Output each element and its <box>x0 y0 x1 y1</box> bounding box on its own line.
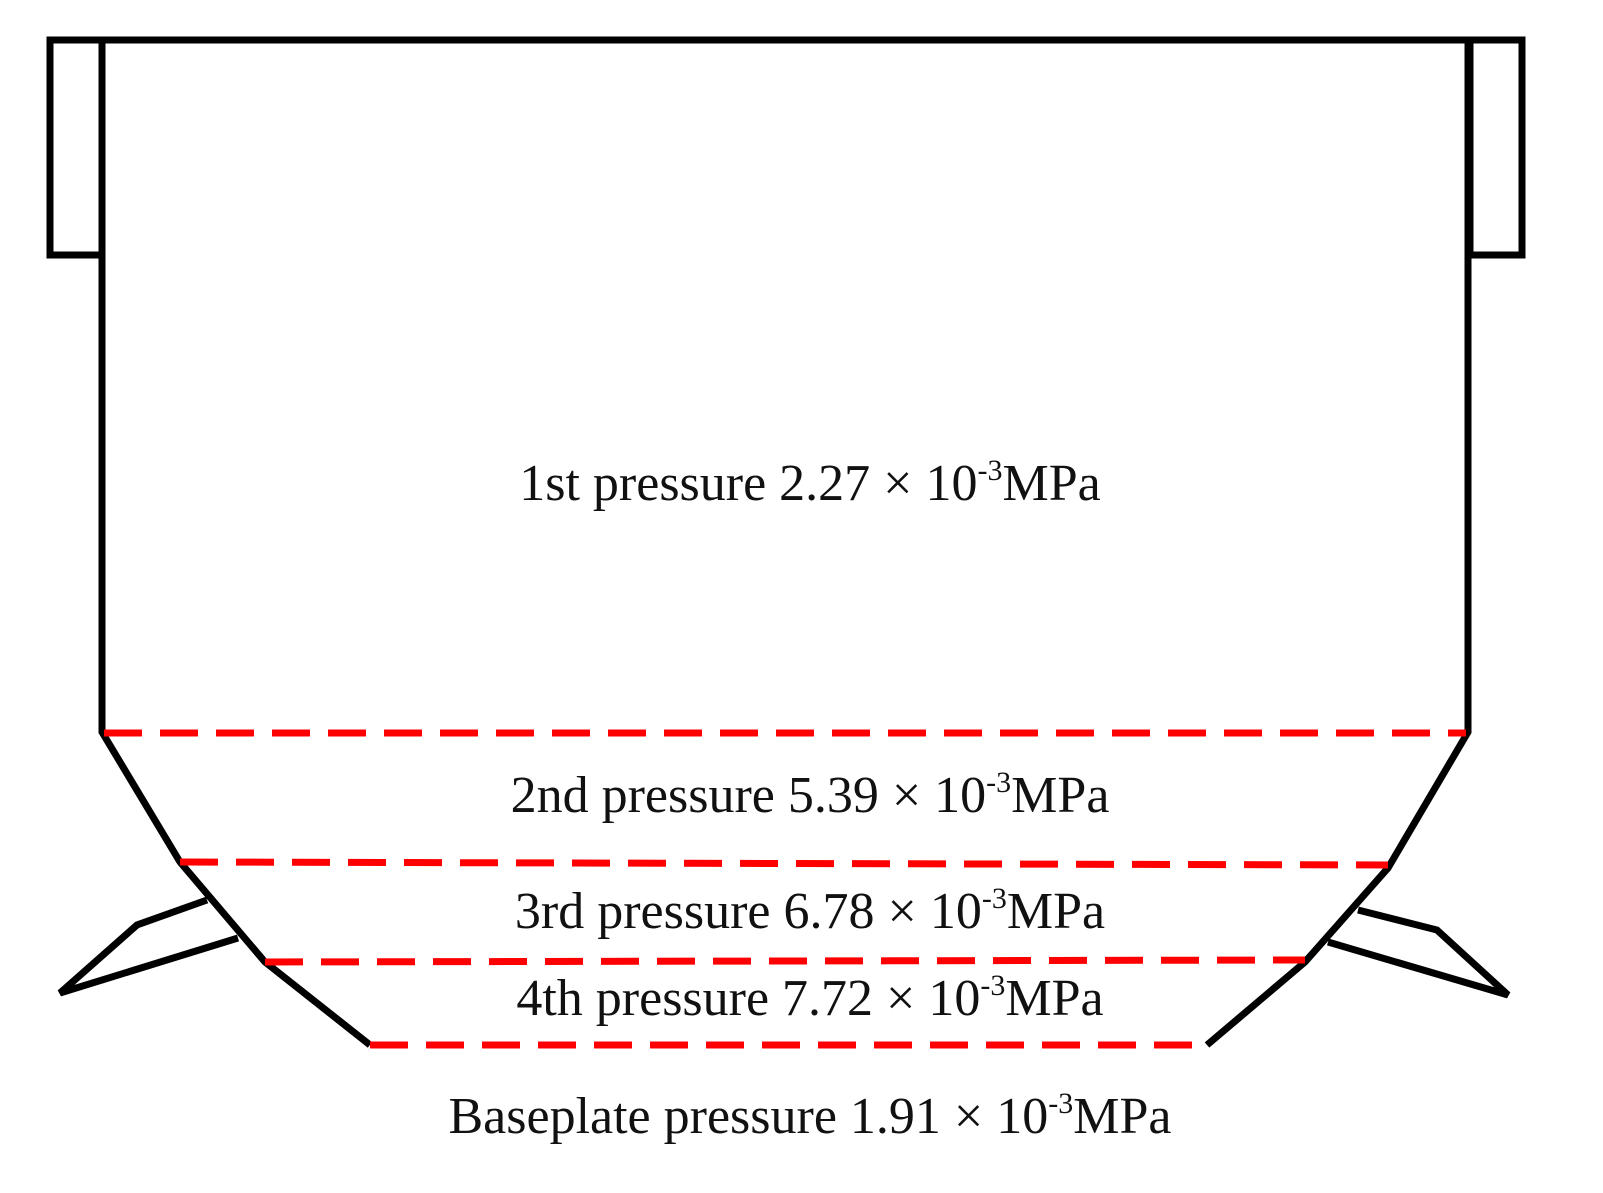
right-tab <box>1466 36 1526 259</box>
label-text: 4th pressure 7.72 × 10 <box>516 970 980 1027</box>
label-exponent: -3 <box>1048 1087 1073 1120</box>
pressure-label: 3rd pressure 6.78 × 10-3MPa <box>515 882 1105 940</box>
pressure-label: 1st pressure 2.27 × 10-3MPa <box>519 454 1101 512</box>
left-tab <box>46 36 106 259</box>
left-leg <box>57 896 240 997</box>
label-exponent: -3 <box>980 969 1005 1002</box>
pressure-label: 4th pressure 7.72 × 10-3MPa <box>516 969 1103 1027</box>
label-exponent: -3 <box>986 766 1011 799</box>
label-text: 3rd pressure 6.78 × 10 <box>515 883 982 940</box>
label-text: 1st pressure 2.27 × 10 <box>519 455 977 512</box>
section-line <box>179 858 1389 869</box>
label-unit: MPa <box>1011 767 1109 824</box>
label-unit: MPa <box>1005 970 1103 1027</box>
section-line <box>264 956 1306 966</box>
label-exponent: -3 <box>978 454 1003 487</box>
right-leg <box>1327 906 1511 999</box>
label-text: 2nd pressure 5.39 × 10 <box>511 767 987 824</box>
pressure-label: Baseplate pressure 1.91 × 10-3MPa <box>449 1087 1172 1145</box>
label-exponent: -3 <box>982 882 1007 915</box>
right-wall <box>1204 40 1472 1048</box>
left-wall <box>98 40 373 1048</box>
pressure-label: 2nd pressure 5.39 × 10-3MPa <box>511 766 1110 824</box>
label-unit: MPa <box>1073 1088 1171 1145</box>
label-text: Baseplate pressure 1.91 × 10 <box>449 1088 1049 1145</box>
section-lines <box>104 729 1466 1049</box>
label-unit: MPa <box>1003 455 1101 512</box>
label-unit: MPa <box>1007 883 1105 940</box>
